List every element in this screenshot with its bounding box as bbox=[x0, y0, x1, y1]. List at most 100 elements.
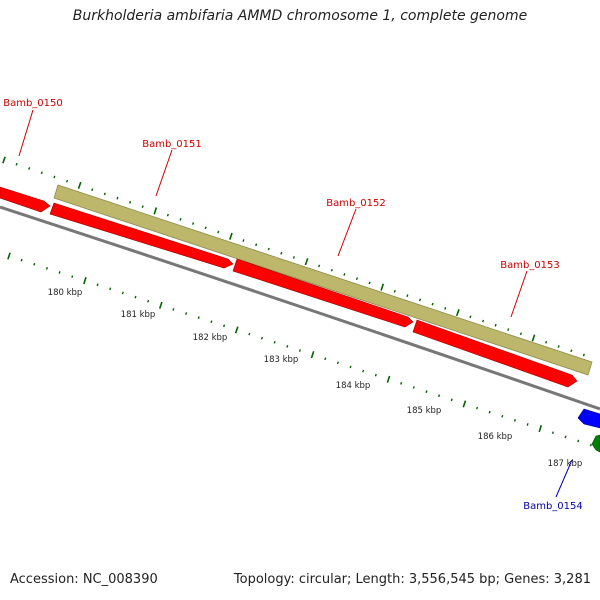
outer-tick bbox=[103, 192, 106, 196]
inner-tick bbox=[462, 400, 467, 408]
inner-tick bbox=[33, 262, 36, 266]
ruler-label-182: 182 kbp bbox=[193, 333, 228, 343]
inner-tick bbox=[488, 410, 491, 414]
outer-tick bbox=[192, 222, 195, 225]
outer-tick bbox=[153, 207, 158, 215]
inner-tick bbox=[362, 369, 365, 373]
inner-tick bbox=[234, 326, 239, 334]
outer-tick bbox=[217, 230, 220, 234]
gene-leader-bamb-0152 bbox=[337, 208, 357, 257]
gene-label-bamb-0153[interactable]: Bamb_0153 bbox=[500, 260, 560, 271]
inner-tick bbox=[7, 252, 11, 260]
inner-tick bbox=[20, 258, 23, 262]
outer-tick bbox=[40, 171, 43, 175]
inner-tick bbox=[336, 361, 339, 365]
inner-tick bbox=[400, 381, 403, 385]
inner-tick bbox=[185, 312, 188, 315]
inner-tick-track bbox=[7, 252, 592, 447]
outer-tick bbox=[116, 196, 119, 200]
outer-tick bbox=[431, 302, 434, 306]
outer-tick bbox=[141, 205, 144, 209]
inner-tick bbox=[538, 425, 543, 433]
inner-tick bbox=[374, 373, 377, 377]
gene-label-bamb-0151[interactable]: Bamb_0151 bbox=[142, 139, 202, 150]
inner-tick bbox=[210, 320, 213, 324]
gene-leader-bamb-0154 bbox=[555, 459, 573, 498]
outer-tick bbox=[267, 247, 270, 251]
outer-tick bbox=[304, 258, 309, 266]
gene-arrow-bamb-0153[interactable] bbox=[412, 319, 578, 388]
gene-leader-bamb-0153 bbox=[510, 270, 528, 318]
outer-tick bbox=[318, 264, 321, 268]
outer-tick bbox=[280, 251, 283, 255]
inner-tick bbox=[349, 365, 352, 369]
outer-tick bbox=[582, 353, 585, 357]
accession-text: Accession: NC_008390 bbox=[10, 572, 158, 587]
outer-tick bbox=[343, 273, 346, 276]
backbone-line bbox=[0, 205, 600, 411]
inner-tick bbox=[45, 266, 48, 270]
ruler-label-185: 185 kbp bbox=[407, 406, 442, 416]
inner-tick bbox=[286, 345, 289, 348]
cds-band bbox=[53, 184, 593, 376]
ruler-label-181: 181 kbp bbox=[121, 310, 156, 320]
inner-tick bbox=[158, 301, 163, 309]
inner-tick bbox=[121, 291, 124, 295]
outer-tick bbox=[53, 175, 56, 179]
outer-tick bbox=[28, 167, 31, 170]
outer-tick bbox=[531, 334, 536, 342]
gene-label-bamb-0154[interactable]: Bamb_0154 bbox=[523, 501, 583, 512]
gene-label-bamb-0150[interactable]: Bamb_0150 bbox=[3, 98, 63, 109]
gene-label-bamb-0152[interactable]: Bamb_0152 bbox=[326, 198, 386, 209]
outer-tick bbox=[507, 328, 510, 331]
ruler-label-183: 183 kbp bbox=[264, 355, 299, 365]
inner-tick bbox=[147, 299, 150, 303]
inner-tick bbox=[564, 435, 567, 439]
inner-tick bbox=[172, 308, 175, 311]
gene-arrow-bamb-0152[interactable] bbox=[232, 258, 414, 328]
map-title: Burkholderia ambifaria AMMD chromosome 1… bbox=[72, 8, 528, 24]
feature-arrow-green[interactable] bbox=[591, 434, 600, 453]
gene-arrow-bamb-0150[interactable] bbox=[0, 186, 51, 213]
outer-tick bbox=[393, 289, 396, 293]
gene-leader-bamb-0151 bbox=[155, 149, 173, 197]
outer-tick bbox=[330, 268, 333, 272]
outer-tick bbox=[455, 309, 460, 317]
outer-tick bbox=[15, 162, 18, 166]
outer-tick bbox=[2, 156, 6, 164]
outer-tick bbox=[255, 243, 258, 247]
outer-tick bbox=[179, 217, 182, 221]
inner-tick bbox=[58, 271, 61, 274]
outer-tick bbox=[545, 340, 548, 344]
inner-tick bbox=[71, 275, 74, 278]
outer-tick bbox=[242, 239, 245, 242]
outer-tick-track bbox=[2, 156, 585, 357]
outer-tick bbox=[469, 315, 472, 319]
ruler-label-180: 180 kbp bbox=[48, 288, 83, 298]
outer-tick bbox=[77, 181, 82, 189]
ruler-label-187: 187 kbp bbox=[548, 459, 583, 469]
inner-tick bbox=[324, 357, 327, 361]
outer-tick bbox=[482, 319, 485, 323]
inner-tick bbox=[438, 394, 441, 398]
inner-tick bbox=[501, 414, 504, 418]
inner-tick bbox=[450, 398, 453, 402]
outer-tick bbox=[570, 349, 573, 353]
outer-tick bbox=[129, 200, 132, 204]
inner-tick bbox=[476, 406, 479, 410]
inner-tick bbox=[412, 386, 415, 389]
outer-tick bbox=[91, 188, 94, 192]
topology-text: Topology: circular; Length: 3,556,545 bp… bbox=[233, 572, 591, 587]
gene-arrow-bamb-0154[interactable] bbox=[577, 408, 600, 429]
gene-leader-bamb-0150 bbox=[18, 109, 34, 157]
inner-tick bbox=[425, 390, 428, 394]
outer-tick bbox=[166, 213, 169, 217]
outer-tick bbox=[494, 323, 497, 327]
outer-tick bbox=[368, 281, 371, 285]
outer-tick bbox=[418, 298, 422, 302]
inner-tick bbox=[386, 375, 391, 383]
outer-tick bbox=[229, 232, 233, 240]
outer-tick bbox=[66, 179, 69, 183]
gene-arrow-bamb-0151[interactable] bbox=[49, 202, 234, 269]
